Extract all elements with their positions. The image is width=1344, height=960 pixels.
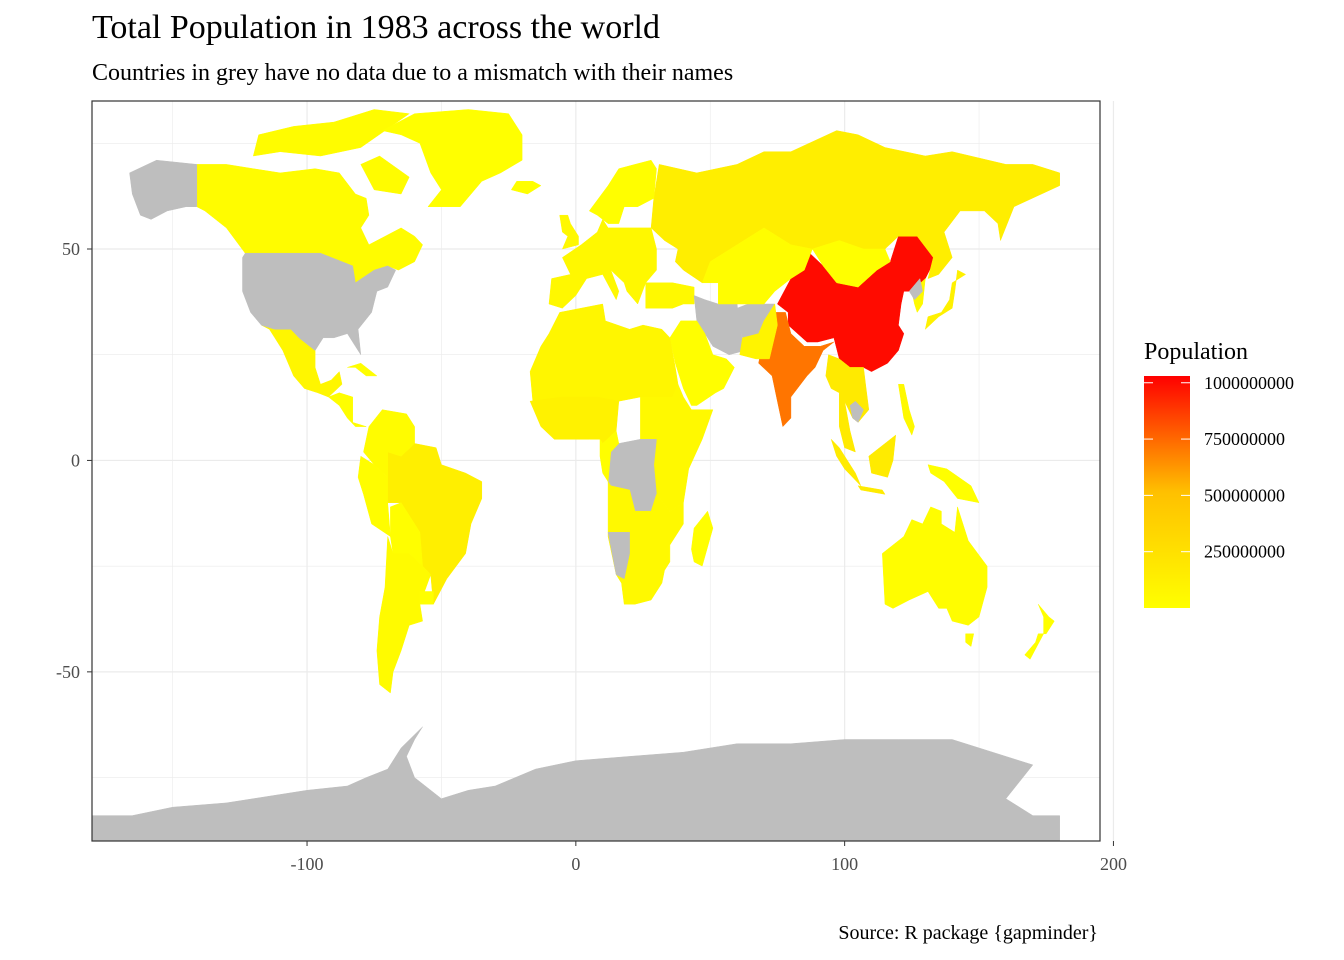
region-argentina-chile (376, 536, 431, 694)
region-britain (559, 214, 579, 250)
region-southeast-asia (825, 354, 870, 453)
x-axis: -100 0 100 200 (291, 841, 1127, 874)
region-pakistan (739, 303, 778, 360)
x-tick-label: 0 (571, 854, 580, 874)
region-antarctica (92, 726, 1060, 841)
region-arabia (669, 320, 735, 406)
x-tick-label: 200 (1100, 854, 1127, 874)
legend-label: 750000000 (1204, 429, 1285, 449)
chart-subtitle: Countries in grey have no data due to a … (92, 60, 734, 86)
region-new-zealand (1024, 604, 1055, 660)
region-tasmania (965, 633, 975, 647)
legend-label: 500000000 (1204, 485, 1285, 505)
region-southern-africa (607, 480, 684, 605)
region-north-africa (529, 303, 679, 402)
region-java (857, 485, 886, 495)
region-borneo-sulawesi (868, 434, 897, 478)
panel-border (91, 100, 1101, 842)
y-axis: -50 0 50 (56, 239, 92, 682)
x-tick-label: -100 (291, 854, 324, 874)
region-iceland (510, 181, 542, 195)
region-cuba-caribbean (347, 362, 378, 377)
legend-ticks: 250000000 500000000 750000000 1000000000 (1144, 373, 1294, 562)
legend-title: Population (1144, 339, 1248, 365)
region-uruguay (419, 591, 434, 605)
region-mongolia (812, 240, 891, 288)
y-tick-label: -50 (56, 662, 80, 682)
chart-caption: Source: R package {gapminder} (838, 922, 1098, 944)
region-baffin (360, 155, 410, 195)
region-central-america (328, 392, 367, 427)
region-madagascar (691, 510, 714, 567)
region-scandinavia (588, 159, 657, 224)
legend: Population 250000000 500000000 750000000 10… (1144, 339, 1294, 608)
region-india (758, 312, 835, 428)
region-peru-ecuador (357, 455, 391, 537)
region-korea-japan (924, 269, 967, 331)
region-turkey-middle-east (645, 282, 695, 309)
region-europe (548, 218, 657, 309)
region-greenland (381, 109, 523, 207)
y-tick-label: 50 (62, 239, 80, 259)
x-tick-label: 100 (831, 854, 858, 874)
region-alaska (129, 159, 198, 220)
region-north-korea (908, 278, 923, 301)
region-namibia (607, 532, 630, 580)
region-cameroon-gabon (599, 430, 620, 483)
region-west-africa (529, 396, 620, 444)
region-new-guinea (927, 464, 980, 504)
region-central-asia (701, 227, 813, 305)
region-indonesia (830, 439, 862, 486)
region-australia (882, 506, 988, 626)
legend-label: 1000000000 (1204, 373, 1294, 393)
legend-label: 250000000 (1204, 542, 1285, 562)
region-philippines (898, 384, 915, 436)
region-canadian-arctic (252, 109, 410, 157)
legend-colorbar (1144, 376, 1190, 608)
region-cambodia (849, 400, 864, 423)
country-regions (92, 109, 1060, 841)
region-usa (242, 252, 397, 355)
chart-title: Total Population in 1983 across the worl… (92, 9, 660, 46)
y-tick-label: 0 (71, 450, 80, 470)
